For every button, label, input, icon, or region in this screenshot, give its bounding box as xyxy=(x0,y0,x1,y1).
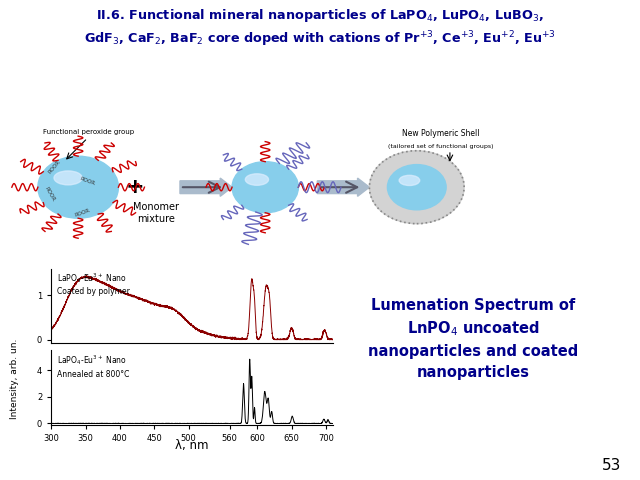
Text: ROOR: ROOR xyxy=(44,186,56,203)
Text: Lumenation Spectrum of
LnPO$_4$ uncoated
nanoparticles and coated
nanoparticles: Lumenation Spectrum of LnPO$_4$ uncoated… xyxy=(369,298,579,380)
Ellipse shape xyxy=(54,171,82,185)
Ellipse shape xyxy=(245,174,269,185)
FancyArrow shape xyxy=(180,178,232,196)
Text: LaPO$_4$-Eu$^{3+}$ Nano: LaPO$_4$-Eu$^{3+}$ Nano xyxy=(57,271,127,285)
Ellipse shape xyxy=(232,162,298,213)
Text: II.6. Functional mineral nanoparticles of LaPO$_4$, LuPO$_4$, LuBO$_3$,
GdF$_3$,: II.6. Functional mineral nanoparticles o… xyxy=(84,7,556,49)
Ellipse shape xyxy=(369,151,464,224)
Text: (tailored set of functional groups): (tailored set of functional groups) xyxy=(388,144,493,149)
Text: 53: 53 xyxy=(602,458,621,473)
Ellipse shape xyxy=(387,165,446,210)
Text: ROOR: ROOR xyxy=(47,159,61,175)
Text: LaPO$_4$-Eu$^{3+}$ Nano: LaPO$_4$-Eu$^{3+}$ Nano xyxy=(57,353,127,367)
Ellipse shape xyxy=(38,156,118,218)
Text: Functional peroxide group: Functional peroxide group xyxy=(43,130,134,135)
Text: ROOR: ROOR xyxy=(74,208,92,218)
Text: λ, nm: λ, nm xyxy=(175,439,209,452)
Text: Monomer
mixture: Monomer mixture xyxy=(133,202,179,224)
Text: New Polymeric Shell: New Polymeric Shell xyxy=(402,129,479,138)
Text: Annealed at 800°C: Annealed at 800°C xyxy=(57,371,129,380)
Text: Coated by polymer: Coated by polymer xyxy=(57,288,130,296)
FancyArrow shape xyxy=(317,178,369,196)
Text: ROOR: ROOR xyxy=(79,177,96,187)
Text: Intensity, arb. un.: Intensity, arb. un. xyxy=(10,339,19,420)
Ellipse shape xyxy=(399,175,420,185)
Text: +: + xyxy=(125,177,144,197)
